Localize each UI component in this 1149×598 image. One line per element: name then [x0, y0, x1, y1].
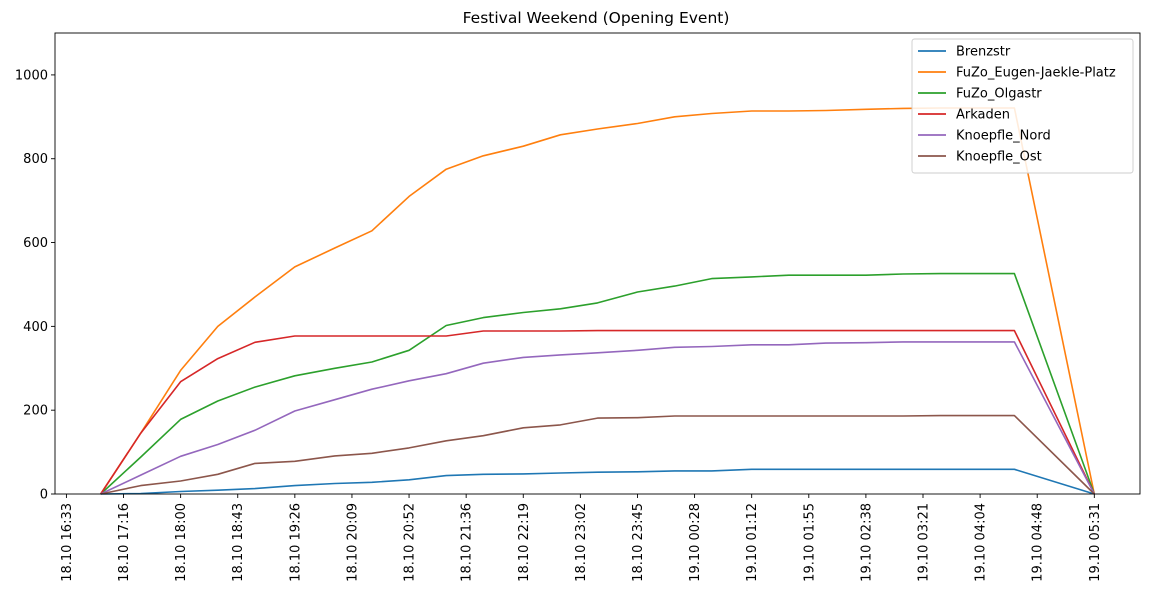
y-tick-label: 600 — [23, 236, 48, 251]
x-tick-label: 18.10 20:09 — [345, 503, 360, 582]
chart-title: Festival Weekend (Opening Event) — [463, 9, 730, 27]
y-tick-label: 200 — [23, 404, 48, 419]
legend-box — [911, 38, 1134, 174]
series-line-knoepfle-nord — [100, 341, 1096, 495]
x-tick-label: 19.10 04:48 — [1031, 503, 1046, 582]
series-line-fuzo-eugen-jaekle-platz — [100, 107, 1096, 495]
axes-frame — [54, 32, 1141, 495]
x-tick-label: 18.10 23:45 — [631, 503, 646, 582]
legend-label: Knoepfle_Ost — [956, 150, 1042, 165]
x-tick-label: 18.10 20:52 — [403, 503, 418, 582]
x-tick-label: 18.10 21:36 — [460, 503, 475, 582]
x-tick-label: 19.10 01:12 — [745, 503, 760, 582]
x-tick-label: 18.10 22:19 — [517, 503, 532, 582]
y-tick-label: 400 — [23, 320, 48, 335]
series-group — [100, 107, 1096, 495]
axes: 0 200 400 600 800 1000 18.10 16:33 18.10 17:16 1… — [15, 32, 1141, 582]
x-tick-label: 19.10 03:21 — [917, 503, 932, 582]
legend-label: Knoepfle_Nord — [956, 129, 1051, 144]
x-tick-label: 18.10 19:26 — [288, 503, 303, 582]
y-tick-label: 1000 — [15, 68, 48, 83]
x-tick-label: 18.10 18:43 — [231, 503, 246, 582]
x-tick-label: 19.10 05:31 — [1088, 503, 1103, 582]
series-line-brenzstr — [100, 468, 1095, 495]
legend-label: Brenzstr — [956, 45, 1011, 60]
series-line-fuzo-olgastr — [100, 272, 1096, 495]
x-tick-label: 18.10 16:33 — [60, 503, 75, 582]
legend-label: FuZo_Olgastr — [956, 87, 1042, 102]
x-tick-label: 18.10 17:16 — [117, 503, 132, 582]
x-tick-label: 19.10 02:38 — [859, 503, 874, 582]
x-tick-label: 18.10 23:02 — [574, 503, 589, 582]
legend-label: FuZo_Eugen-Jaekle-Platz — [956, 66, 1116, 81]
y-tick-label: 800 — [23, 152, 48, 167]
x-tick-label: 19.10 01:55 — [802, 503, 817, 582]
series-line-knoepfle-ost — [100, 414, 1095, 495]
legend: Brenzstr FuZo_Eugen-Jaekle-Platz FuZo_Olga… — [911, 38, 1134, 174]
legend-label: Arkaden — [956, 108, 1010, 123]
x-tick-label: 18.10 18:00 — [174, 503, 189, 582]
x-tick-label: 19.10 04:04 — [974, 503, 989, 582]
series-line-arkaden — [100, 329, 1096, 495]
x-tick-label: 19.10 00:28 — [688, 503, 703, 582]
y-tick-label: 0 — [40, 488, 48, 503]
